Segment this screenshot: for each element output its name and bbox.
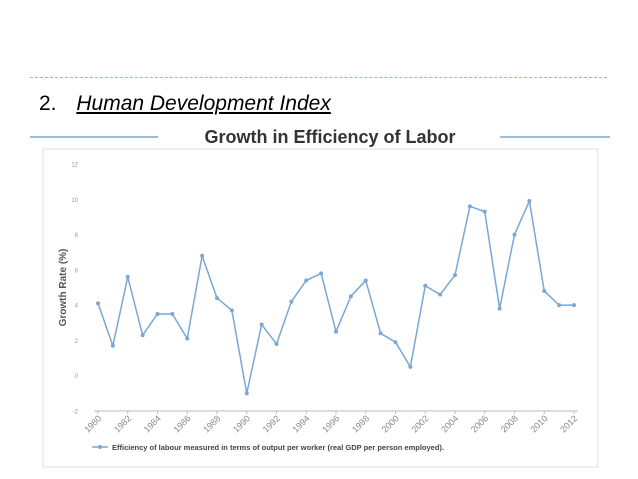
x-tick-label: 2010 [528,413,549,434]
data-point [170,311,175,316]
data-point [482,209,487,214]
data-point [423,283,428,288]
data-point [110,343,115,348]
data-point [289,299,294,304]
y-tick-label: -2 [73,410,79,416]
x-tick-label: 2012 [558,413,579,434]
x-axis-ticks: 1980 1982 1984 1986 1988 1990 1992 1994 1996 1998… [82,411,579,435]
data-point [348,294,353,299]
data-point [393,340,398,345]
series-group [96,199,576,396]
legend: Efficiency of labour measured in terms o… [92,443,444,452]
legend-label: Efficiency of labour measured in terms o… [112,443,444,452]
x-tick-label: 1990 [231,413,252,434]
data-point [467,204,472,209]
data-point [557,303,562,308]
x-tick-label: 1998 [350,413,371,434]
y-tick-label: 10 [71,198,78,204]
data-point [527,199,532,204]
x-tick-label: 1980 [82,413,103,434]
y-tick-label: 4 [75,304,79,310]
data-point [319,271,324,276]
plot-frame [42,148,599,468]
x-tick-label: 1986 [171,413,192,434]
y-axis-ticks: -2 0 2 4 6 8 10 12 [71,163,78,416]
y-tick-label: 8 [75,233,79,239]
y-tick-label: 0 [75,374,79,380]
data-point [453,273,457,278]
chart-image: Growth in Efficiency of Labor Growth Rat… [30,122,613,470]
x-tick-label: 2008 [499,413,520,434]
x-tick-label: 1992 [261,413,282,434]
y-tick-label: 6 [75,268,79,274]
y-tick-label: 12 [71,163,78,169]
data-point [96,301,100,306]
x-tick-label: 1982 [112,413,133,434]
data-point [408,364,413,369]
data-point [512,232,517,237]
data-point [572,303,576,308]
x-tick-label: 1994 [290,413,311,434]
x-tick-label: 2000 [380,413,401,434]
data-point [438,292,443,297]
y-tick-label: 2 [75,339,79,345]
data-point [363,278,368,283]
x-tick-label: 1988 [201,413,222,434]
data-point [378,331,383,336]
x-tick-label: 2002 [409,413,430,434]
top-divider [30,77,607,78]
section-number: 2. [39,92,57,115]
chart-title: Growth in Efficiency of Labor [204,127,455,147]
series-line [97,200,574,395]
legend-swatch-dot [98,445,102,449]
data-point [125,274,130,279]
data-point [185,336,190,341]
section-heading: 2. Human Development Index [39,92,331,116]
data-point [334,329,338,334]
data-point [497,306,502,311]
data-point [304,278,309,283]
data-point [155,311,160,316]
data-point [244,391,249,396]
x-tick-label: 2004 [439,413,460,434]
data-point [259,322,264,327]
x-tick-label: 1984 [142,413,163,434]
section-title: Human Development Index [76,92,331,115]
data-point [200,253,205,258]
x-tick-label: 1996 [320,413,341,434]
line-chart: Growth in Efficiency of Labor Growth Rat… [30,127,610,468]
data-point [215,296,219,301]
data-point [542,289,547,294]
y-axis-label: Growth Rate (%) [58,249,69,327]
data-point [140,333,145,338]
data-point [274,341,279,346]
x-tick-label: 2006 [469,413,490,434]
data-point [229,308,234,313]
